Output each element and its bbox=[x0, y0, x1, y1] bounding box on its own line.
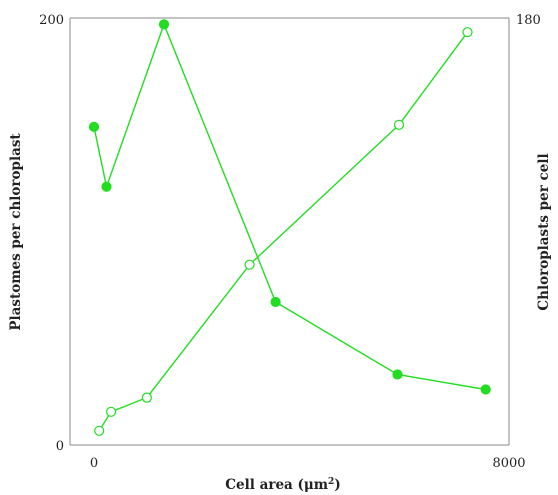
series-1-point-4 bbox=[270, 296, 281, 308]
x-tick-min: 0 bbox=[90, 456, 98, 471]
series-1-point-6 bbox=[480, 384, 491, 395]
series-2-point-3 bbox=[141, 392, 152, 403]
x-axis-title: Cell area (μm2) bbox=[225, 477, 340, 493]
y-left-axis-title: Plastomes per chloroplast bbox=[8, 133, 24, 331]
y-right-axis-title: Chloroplasts per cell bbox=[536, 153, 552, 310]
y-right-tick-max: 180 bbox=[516, 13, 541, 28]
y-left-tick-max: 200 bbox=[39, 13, 64, 28]
series-2-point-1 bbox=[94, 425, 105, 436]
series-2-point-4 bbox=[244, 259, 255, 270]
series-1-point-1 bbox=[88, 121, 100, 133]
x-axis-title-close: ) bbox=[334, 477, 340, 493]
series-1-line bbox=[93, 22, 486, 391]
series-2-line bbox=[98, 31, 469, 432]
series-1-point-5 bbox=[392, 369, 403, 380]
series-2-point-2 bbox=[105, 406, 117, 417]
x-tick-max: 8000 bbox=[492, 456, 525, 471]
plot-area bbox=[88, 19, 491, 436]
series-1-point-3 bbox=[158, 19, 170, 30]
x-axis-title-superscript: 2 bbox=[328, 477, 334, 487]
y-left-tick-min: 0 bbox=[56, 439, 64, 454]
series-1-point-2 bbox=[101, 181, 112, 192]
series-2-point-6 bbox=[462, 27, 473, 38]
series-2-point-5 bbox=[393, 119, 405, 130]
x-axis-title-main: Cell area (μm bbox=[225, 477, 328, 493]
